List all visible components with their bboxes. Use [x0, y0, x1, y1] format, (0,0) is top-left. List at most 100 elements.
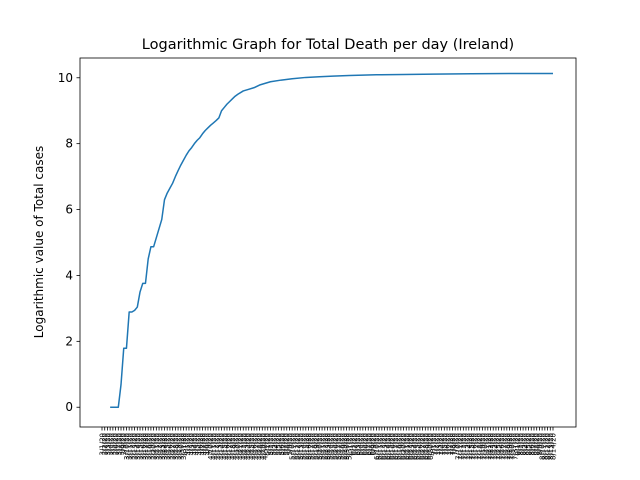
x-tick-label: 5/3/20 [270, 433, 278, 456]
x-tick-label: 3/11/20 [126, 433, 134, 460]
x-tick-label: 3/27/20 [169, 433, 177, 460]
x-tick-label: 4/6/20 [196, 433, 204, 456]
x-tick-label: 4/20/20 [234, 433, 242, 460]
series-group [110, 72, 553, 408]
x-tick-label: 6/16/20 [389, 433, 397, 460]
x-tick-label: 5/2/20 [267, 433, 275, 456]
x-tick-label: 4/12/20 [213, 433, 221, 460]
x-tick-label: 3/10/20 [123, 433, 131, 460]
y-tick-label: 0 [65, 400, 73, 414]
x-tick-label: 3/13/20 [131, 433, 139, 460]
x-tick-label: 5/7/20 [281, 433, 289, 456]
x-tick-label: 8/13/20 [547, 433, 555, 460]
x-tick-label: 6/4/20 [357, 433, 365, 456]
x-tick-label: 3/30/20 [177, 433, 185, 460]
x-tick-label: 8/12/20 [544, 433, 552, 460]
x-tick-label: 6/24/20 [411, 433, 419, 460]
x-tick-label: 5/5/20 [275, 433, 283, 456]
x-tick-label: 6/21/20 [403, 433, 411, 460]
x-tick-label: 4/21/20 [237, 433, 245, 460]
x-tick-label: 6/9/20 [370, 433, 378, 456]
x-tick-label: 3/22/20 [156, 433, 164, 460]
x-tick-label: 7/28/20 [503, 433, 511, 460]
x-tick-label: 5/16/20 [305, 433, 313, 460]
x-tick-label: 7/19/20 [479, 433, 487, 460]
x-tick-label: 5/13/20 [297, 433, 305, 460]
x-tick-label: 4/14/20 [218, 433, 226, 460]
x-tick-label: 3/24/20 [161, 433, 169, 460]
x-tick-label: 5/21/20 [319, 433, 327, 460]
y-tick-label: 2 [65, 334, 73, 348]
x-tick-label: 6/5/20 [359, 433, 367, 456]
y-tick-label: 6 [65, 203, 73, 217]
x-tick-label: 7/25/20 [495, 433, 503, 460]
x-tick-label: 3/6/20 [112, 433, 120, 456]
x-tick-label: 7/26/20 [498, 433, 506, 460]
x-tick-label: 5/17/20 [308, 433, 316, 460]
x-tick-label: 4/7/20 [199, 433, 207, 456]
x-tick-label: 3/20/20 [150, 433, 158, 460]
x-tick-label: 6/12/20 [378, 433, 386, 460]
y-axis-label: Logarithmic value of Total cases [32, 146, 46, 338]
x-tick-label: 7/3/20 [435, 433, 443, 456]
x-tick-label: 6/29/20 [425, 433, 433, 460]
x-tick-label: 3/12/20 [128, 433, 136, 460]
x-tick-label: 3/14/20 [134, 433, 142, 460]
x-tick-label: 7/16/20 [471, 433, 479, 460]
x-axis: 3/1/203/2/203/3/203/4/203/5/203/6/203/7/… [99, 427, 558, 460]
x-tick-label: 7/18/20 [476, 433, 484, 460]
y-tick-label: 8 [65, 137, 73, 151]
x-tick-label: 3/3/20 [104, 433, 112, 456]
x-tick-label: 4/23/20 [242, 433, 250, 460]
x-tick-label: 7/8/20 [449, 433, 457, 456]
x-tick-label: 3/25/20 [164, 433, 172, 460]
x-tick-label: 4/25/20 [248, 433, 256, 460]
x-tick-label: 8/9/20 [536, 433, 544, 456]
x-tick-label: 6/20/20 [400, 433, 408, 460]
x-tick-label: 5/1/20 [264, 433, 272, 456]
x-tick-label: 4/15/20 [221, 433, 229, 460]
x-tick-label: 4/24/20 [245, 433, 253, 460]
x-tick-label: 6/6/20 [362, 433, 370, 456]
x-tick-label: 5/6/20 [278, 433, 286, 456]
x-tick-label: 4/13/20 [215, 433, 223, 460]
x-tick-label: 4/29/20 [259, 433, 267, 460]
x-tick-label: 6/11/20 [376, 433, 384, 460]
x-tick-label: 5/12/20 [294, 433, 302, 460]
x-tick-label: 7/20/20 [482, 433, 490, 460]
x-tick-label: 6/7/20 [365, 433, 373, 456]
x-tick-label: 6/15/20 [386, 433, 394, 460]
x-tick-label: 7/12/20 [460, 433, 468, 460]
x-tick-label: 4/3/20 [188, 433, 196, 456]
x-tick-label: 8/5/20 [525, 433, 533, 456]
x-tick-label: 7/9/20 [452, 433, 460, 456]
x-tick-label: 5/20/20 [316, 433, 324, 460]
x-tick-label: 6/19/20 [397, 433, 405, 460]
x-tick-label: 5/10/20 [289, 433, 297, 460]
x-tick-label: 7/30/20 [509, 433, 517, 460]
x-tick-label: 3/18/20 [145, 433, 153, 460]
x-tick-label: 6/8/20 [367, 433, 375, 456]
x-tick-label: 5/28/20 [338, 433, 346, 460]
x-tick-label: 8/2/20 [517, 433, 525, 456]
x-tick-label: 7/11/20 [457, 433, 465, 460]
x-tick-label: 3/7/20 [115, 433, 123, 456]
x-tick-label: 4/1/20 [183, 433, 191, 456]
x-tick-label: 8/1/20 [514, 433, 522, 456]
x-tick-label: 3/9/20 [120, 433, 128, 456]
x-tick-label: 4/27/20 [253, 433, 261, 460]
plot-area-frame [79, 57, 577, 428]
x-tick-label: 7/31/20 [511, 433, 519, 460]
x-tick-label: 5/26/20 [332, 433, 340, 460]
x-tick-label: 8/10/20 [539, 433, 547, 460]
x-tick-label: 7/17/20 [473, 433, 481, 460]
x-tick-label: 8/11/20 [541, 433, 549, 460]
x-tick-label: 6/26/20 [416, 433, 424, 460]
x-tick-label: 5/29/20 [340, 433, 348, 460]
x-tick-label: 5/31/20 [346, 433, 354, 460]
x-tick-label: 8/14/20 [550, 433, 558, 460]
x-tick-label: 3/15/20 [137, 433, 145, 460]
x-tick-label: 7/4/20 [438, 433, 446, 456]
y-tick-label: 4 [65, 268, 73, 282]
